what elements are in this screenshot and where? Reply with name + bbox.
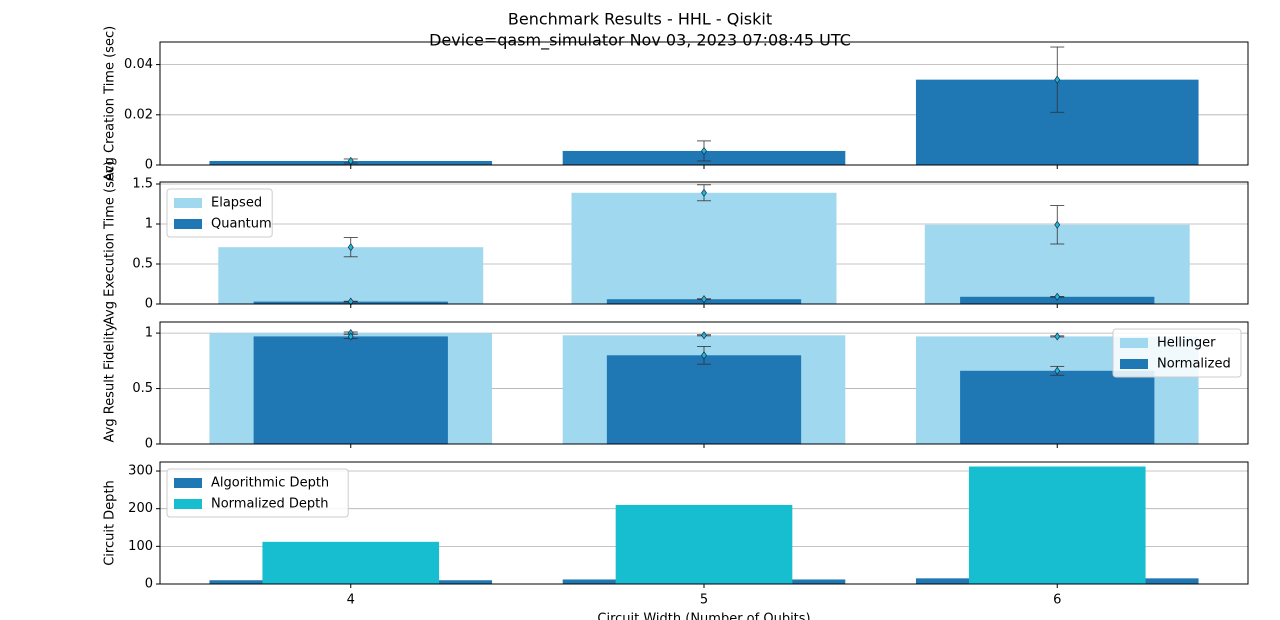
x-axis-label: Circuit Width (Number of Qubits) (597, 612, 810, 620)
chart-title: Benchmark Results - HHL - Qiskit (508, 10, 772, 29)
x-tick-label: 6 (1053, 593, 1061, 608)
marker (347, 243, 354, 252)
marker (701, 188, 707, 197)
y-axis-label: Circuit Depth (103, 480, 118, 566)
y-tick-label: 0 (145, 437, 153, 452)
y-tick-label: 0.02 (124, 107, 153, 122)
legend-swatch (1120, 338, 1148, 348)
bar (253, 336, 448, 444)
y-tick-label: 1 (145, 326, 153, 341)
y-tick-label: 0.5 (132, 257, 153, 272)
legend-swatch (174, 499, 202, 509)
bar (960, 370, 1155, 444)
legend-box (166, 468, 349, 518)
legend-label: Normalized Depth (211, 497, 328, 512)
y-tick-label: 1.5 (132, 177, 153, 192)
y-tick-label: 0.5 (132, 381, 153, 396)
marker (701, 146, 707, 156)
y-tick-label: 300 (128, 464, 153, 479)
x-tick-label: 4 (347, 593, 355, 608)
y-tick-label: 100 (128, 539, 153, 554)
marker (701, 351, 707, 360)
bar (968, 466, 1146, 584)
legend-label: Quantum (211, 217, 272, 232)
legend-swatch (174, 198, 202, 208)
bar (262, 541, 440, 584)
legend-swatch (174, 219, 202, 229)
x-tick-label: 5 (700, 593, 708, 608)
y-tick-label: 0 (145, 158, 153, 173)
y-axis-label: Avg Creation Time (sec) (103, 26, 118, 181)
y-tick-label: 1 (145, 217, 153, 232)
legend-label: Hellinger (1157, 336, 1216, 351)
marker (1054, 75, 1061, 84)
legend-label: Algorithmic Depth (211, 476, 329, 491)
marker (1054, 332, 1061, 341)
legend-swatch (1120, 359, 1148, 369)
y-axis-label: Avg Execution Time (sec) (103, 161, 118, 325)
y-tick-label: 0 (145, 577, 153, 592)
y-axis-label: Avg Result Fidelity (103, 323, 118, 442)
marker (347, 332, 354, 341)
marker (701, 295, 707, 304)
y-tick-label: 0.04 (124, 57, 153, 72)
y-tick-label: 0 (145, 297, 153, 312)
bar (606, 355, 802, 444)
bar (571, 192, 837, 304)
legend-label: Normalized (1157, 357, 1231, 372)
legend-swatch (174, 478, 202, 488)
marker (1054, 292, 1061, 301)
legend-label: Elapsed (211, 196, 262, 211)
marker (347, 156, 354, 166)
bar (615, 504, 793, 584)
marker (1054, 366, 1061, 375)
y-tick-label: 200 (128, 501, 153, 516)
chart-subtitle: Device=qasm_simulator Nov 03, 2023 07:08… (429, 31, 851, 51)
marker (1054, 220, 1061, 229)
marker (701, 331, 707, 340)
